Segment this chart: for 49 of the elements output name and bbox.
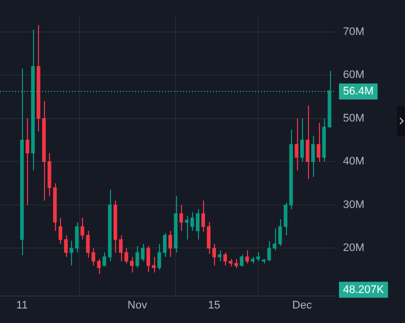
candlestick <box>300 118 304 162</box>
x-tick-label: 11 <box>16 299 28 312</box>
candlestick <box>140 243 145 262</box>
y-tick-label: 30M <box>343 198 364 211</box>
candlestick <box>26 118 30 206</box>
candlestick <box>157 243 162 270</box>
y-tick-label: 60M <box>343 69 364 82</box>
candlestick <box>179 204 184 232</box>
candlestick <box>102 252 106 267</box>
candlestick <box>80 217 84 240</box>
candlestick <box>311 135 315 178</box>
x-tick-label: Dec <box>292 299 312 312</box>
candlestick <box>206 222 211 254</box>
candlestick <box>212 243 216 266</box>
candlestick <box>135 246 140 268</box>
candlestick <box>190 212 194 232</box>
candlestick <box>124 248 128 264</box>
y-tick-label: 20M <box>343 242 364 254</box>
x-tick-label: 15 <box>208 299 220 312</box>
y-tick-label: 70M <box>343 26 364 38</box>
candlestick <box>294 118 298 171</box>
candlestick <box>306 104 310 180</box>
ref-line-label: 56.4M <box>343 86 374 98</box>
candlestick <box>162 232 167 258</box>
candlestick <box>64 234 68 258</box>
candlestick <box>92 248 96 266</box>
candlestick <box>152 256 156 273</box>
candlestick <box>75 222 79 254</box>
candlestick <box>86 230 90 258</box>
candlestick <box>201 200 206 232</box>
candlestick <box>245 250 249 264</box>
candlestick <box>223 252 227 266</box>
candlestick <box>272 228 276 251</box>
x-tick-label: Nov <box>128 299 148 312</box>
y-tick-label: 50M <box>343 112 364 124</box>
candlestick <box>168 230 172 258</box>
candlestick <box>316 122 320 162</box>
text: 48.207K <box>343 284 385 296</box>
candlestick <box>240 254 244 267</box>
candlestick <box>58 217 62 244</box>
candlestick <box>267 240 271 262</box>
candlestick <box>234 258 238 269</box>
candlestick <box>70 240 74 266</box>
y-tick-label: 40M <box>343 156 364 168</box>
candlestick <box>118 234 123 262</box>
candlestick <box>97 258 101 275</box>
candlestick <box>146 246 150 273</box>
candlestick <box>130 256 134 273</box>
candlestick <box>196 208 200 240</box>
